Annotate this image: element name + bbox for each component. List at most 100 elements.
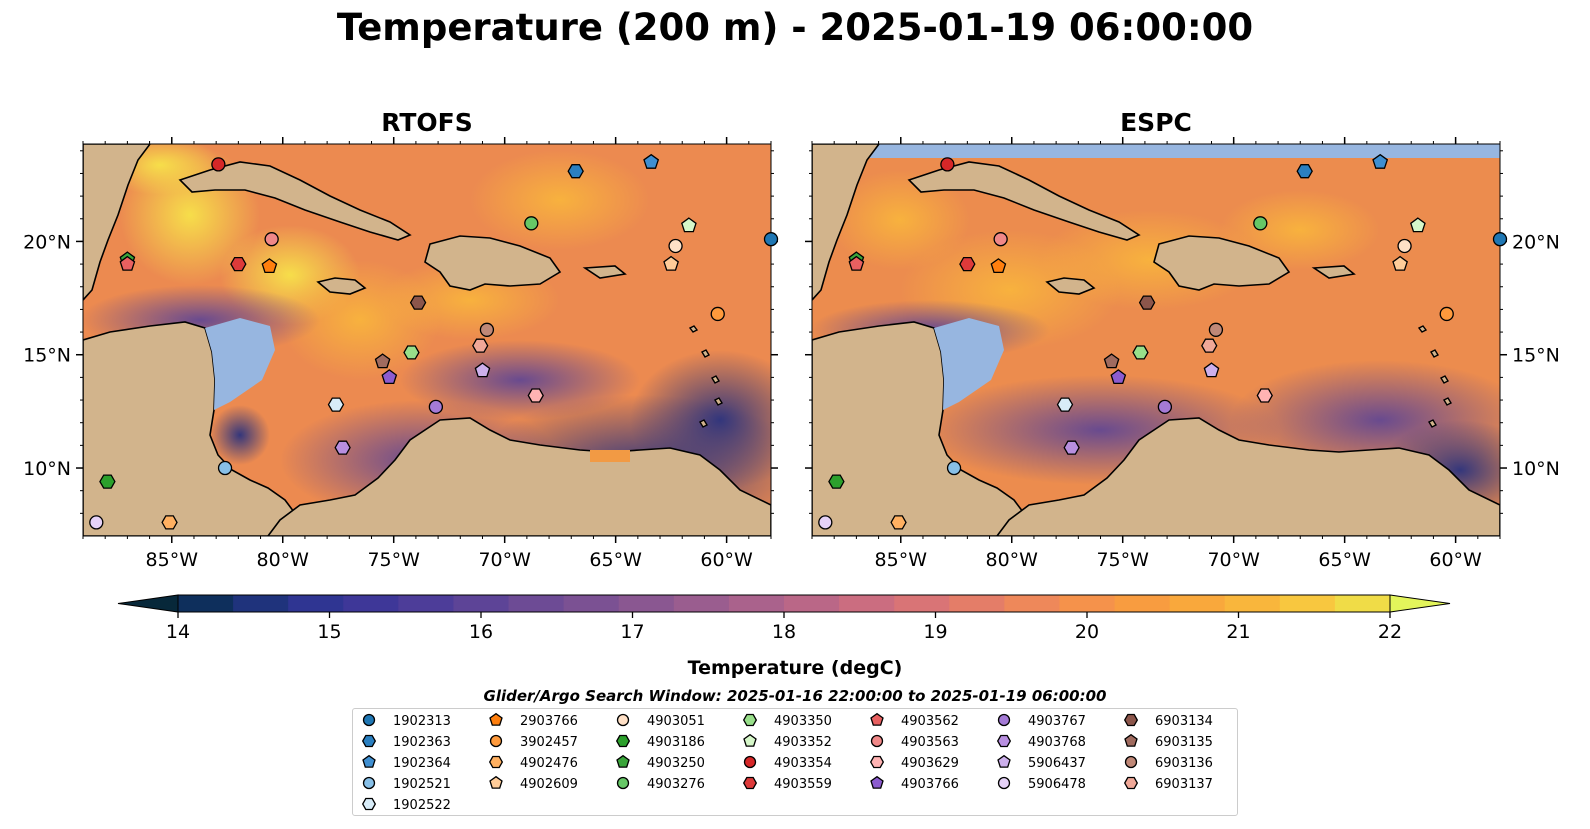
float-marker-4902476 [161, 515, 178, 530]
float-marker-4903766 [381, 369, 398, 385]
legend-label: 6903137 [1155, 777, 1213, 792]
legend-label: 4903250 [647, 756, 705, 771]
float-marker-6903136 [1208, 322, 1224, 337]
legend-label: 4903767 [1028, 714, 1086, 729]
legend-marker-1902313 [362, 713, 376, 727]
lon-tick-label: 65°W [589, 549, 642, 571]
lon-tick-label: 75°W [1096, 549, 1149, 571]
float-marker-4903276 [1253, 216, 1268, 231]
float-marker-1902363 [1296, 164, 1313, 179]
float-marker-5906437 [1203, 362, 1220, 378]
legend-label: 2903766 [520, 714, 578, 729]
float-marker-4903352 [681, 217, 697, 233]
legend-marker-1902363 [361, 734, 377, 748]
colorbar-tick-label: 20 [1075, 621, 1099, 643]
float-marker-6903134 [1138, 295, 1156, 310]
float-marker-4903186 [99, 474, 116, 489]
lon-tick-label: 60°W [1429, 549, 1482, 571]
float-marker-1902522 [327, 397, 345, 412]
float-marker-4903767 [428, 399, 444, 414]
legend-marker-6903134 [1123, 713, 1139, 727]
colorbar-segment [453, 595, 510, 612]
float-marker-4903051 [1397, 238, 1412, 254]
legend-label: 6903135 [1155, 735, 1213, 750]
legend-marker-4903629 [869, 755, 885, 769]
float-marker-4902609 [1392, 255, 1408, 271]
legend-marker-4902609 [489, 775, 503, 789]
search-window-text: Glider/Argo Search Window: 2025-01-16 22… [483, 687, 1107, 705]
float-marker-4903562 [119, 255, 136, 271]
float-marker-1902313 [1492, 232, 1508, 247]
map-frame-espc [811, 143, 1501, 537]
float-marker-4903186 [828, 474, 845, 489]
legend-label: 4903768 [1028, 735, 1086, 750]
legend-marker-2903766 [489, 712, 503, 726]
legend-label: 1902313 [393, 714, 451, 729]
float-marker-1902364 [1372, 153, 1389, 169]
legend-label: 4903766 [901, 777, 959, 792]
legend-label: 3902457 [520, 735, 578, 750]
lat-tick-label-right: 10°N [1512, 458, 1560, 480]
float-marker-6903136 [479, 322, 495, 337]
legend-marker-4903276 [616, 776, 630, 790]
legend-marker-6903135 [1124, 733, 1138, 747]
legend-label: 1902522 [393, 798, 451, 813]
float-marker-4903276 [524, 216, 539, 231]
float-marker-4903352 [1410, 217, 1426, 233]
legend-marker-4903352 [743, 733, 757, 747]
lon-tick-label: 60°W [700, 549, 753, 571]
float-marker-1902363 [567, 164, 584, 179]
map-panel-espc [812, 144, 1500, 536]
lon-tick-label: 85°W [875, 549, 928, 571]
colorbar-segment [839, 595, 895, 612]
float-marker-4903354 [940, 157, 955, 172]
colorbar-segment [949, 595, 1005, 612]
legend: 1902313 1902363 1902364 1902521 1902522 29037… [352, 708, 1238, 816]
colorbar-segment [1004, 595, 1060, 612]
legend-label: 1902363 [393, 735, 451, 750]
float-marker-4903766 [1110, 369, 1127, 385]
lon-tick-label: 70°W [478, 549, 531, 571]
legend-marker-6903136 [1124, 755, 1138, 769]
legend-marker-4903768 [996, 734, 1012, 748]
colorbar-tick-label: 19 [923, 621, 947, 643]
lat-tick-label: 15°N [23, 345, 71, 367]
legend-label: 4902476 [520, 756, 578, 771]
float-marker-6903134 [409, 295, 427, 310]
legend-label: 4903352 [774, 735, 832, 750]
float-marker-4902476 [890, 515, 907, 530]
legend-marker-4903350 [742, 713, 758, 727]
colorbar-segment [1279, 595, 1336, 612]
legend-label: 4903350 [774, 714, 832, 729]
legend-marker-6903137 [1123, 776, 1139, 790]
legend-marker-4903354 [743, 755, 757, 769]
legend-marker-5906478 [997, 776, 1011, 790]
float-marker-5906478 [818, 515, 833, 530]
colorbar-segment [178, 595, 234, 612]
colorbar-tick-label: 21 [1226, 621, 1250, 643]
colorbar-tick-label: 17 [620, 621, 644, 643]
legend-marker-1902521 [362, 776, 376, 790]
float-marker-4903629 [527, 388, 544, 403]
legend-label: 4903629 [901, 756, 959, 771]
float-marker-4903767 [1157, 399, 1173, 414]
float-marker-4903768 [1063, 440, 1080, 455]
float-marker-4903354 [211, 157, 226, 172]
colorbar-tick-label: 18 [772, 621, 796, 643]
float-marker-4903350 [1132, 345, 1149, 360]
lon-tick-label: 75°W [367, 549, 420, 571]
panel-title-espc: ESPC [1120, 108, 1192, 137]
legend-label: 5906478 [1028, 777, 1086, 792]
colorbar-segment [1334, 595, 1391, 612]
float-marker-4903350 [403, 345, 420, 360]
legend-marker-4903559 [742, 776, 758, 790]
legend-marker-4903767 [997, 713, 1011, 727]
legend-marker-4903051 [616, 713, 630, 727]
map-frame-rtofs [82, 143, 772, 537]
float-marker-4902609 [663, 255, 679, 271]
legend-label: 4903559 [774, 777, 832, 792]
lon-tick-label: 65°W [1318, 549, 1371, 571]
legend-label: 6903134 [1155, 714, 1213, 729]
float-marker-1902521 [217, 460, 233, 476]
